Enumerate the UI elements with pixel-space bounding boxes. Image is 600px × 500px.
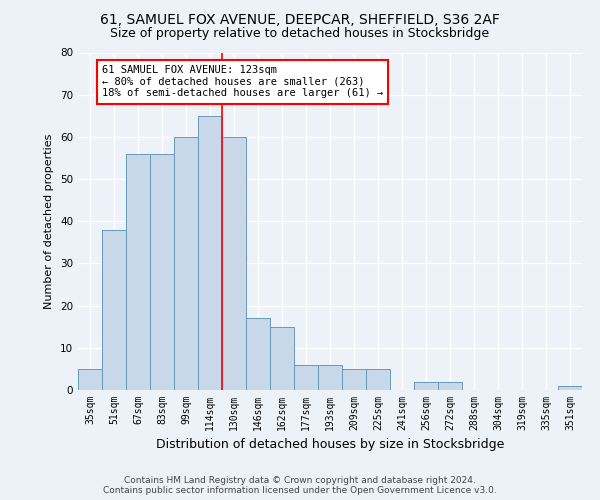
Bar	[558, 386, 582, 390]
Text: Contains HM Land Registry data © Crown copyright and database right 2024.
Contai: Contains HM Land Registry data © Crown c…	[103, 476, 497, 495]
Bar	[246, 318, 270, 390]
Text: Size of property relative to detached houses in Stocksbridge: Size of property relative to detached ho…	[110, 28, 490, 40]
Bar	[318, 364, 342, 390]
Y-axis label: Number of detached properties: Number of detached properties	[44, 134, 55, 309]
Bar	[438, 382, 462, 390]
X-axis label: Distribution of detached houses by size in Stocksbridge: Distribution of detached houses by size …	[156, 438, 504, 452]
Text: 61 SAMUEL FOX AVENUE: 123sqm
← 80% of detached houses are smaller (263)
18% of s: 61 SAMUEL FOX AVENUE: 123sqm ← 80% of de…	[102, 65, 383, 98]
Bar	[126, 154, 150, 390]
Bar	[366, 369, 390, 390]
Bar	[102, 230, 126, 390]
Bar	[78, 369, 102, 390]
Bar	[222, 137, 246, 390]
Bar	[270, 326, 294, 390]
Text: 61, SAMUEL FOX AVENUE, DEEPCAR, SHEFFIELD, S36 2AF: 61, SAMUEL FOX AVENUE, DEEPCAR, SHEFFIEL…	[100, 12, 500, 26]
Bar	[174, 137, 198, 390]
Bar	[414, 382, 438, 390]
Bar	[342, 369, 366, 390]
Bar	[294, 364, 318, 390]
Bar	[150, 154, 174, 390]
Bar	[198, 116, 222, 390]
